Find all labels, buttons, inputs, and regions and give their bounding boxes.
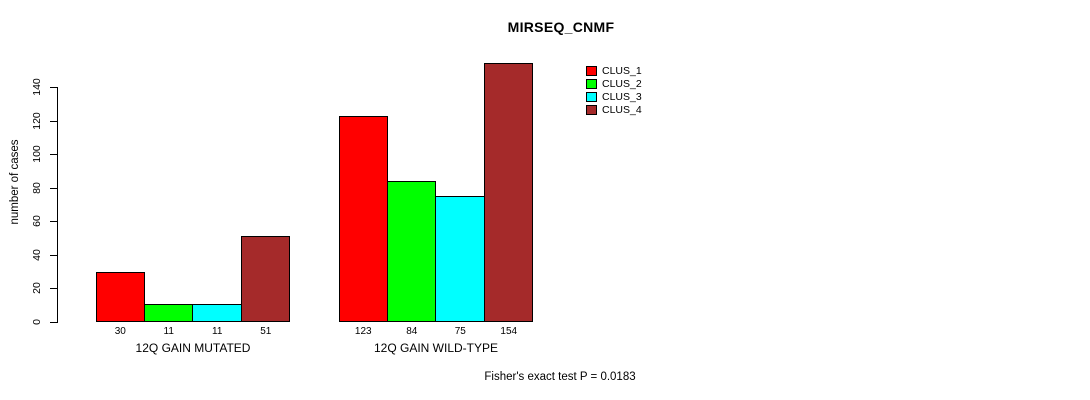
legend-swatch [586,66,597,76]
y-axis-line [57,87,58,323]
bar-clus-3-group-0 [192,304,242,322]
y-axis-tick [50,288,57,289]
fisher-test-annotation: Fisher's exact test P = 0.0183 [484,371,636,383]
bar-value-label: 84 [406,326,418,337]
legend-swatch [586,105,597,115]
legend-label: CLUS_4 [602,104,642,116]
y-axis-tick [50,255,57,256]
y-axis-tick-label: 20 [31,282,43,294]
bar-value-label: 30 [114,326,126,337]
bar-value-label: 75 [454,326,466,337]
bar-value-label: 123 [354,326,372,337]
bar-value-label: 154 [500,326,518,337]
legend-entry: CLUS_3 [586,91,642,103]
y-axis-title: number of cases [9,139,21,225]
x-group-label: 12Q GAIN WILD-TYPE [373,341,499,355]
bar-clus-4-group-0 [241,236,290,322]
bar-value-label: 11 [163,326,174,337]
bar-clus-2-group-1 [387,181,436,322]
x-group-label: 12Q GAIN MUTATED [135,341,251,355]
legend-entry: CLUS_1 [586,65,642,77]
legend-entry: CLUS_4 [586,104,642,116]
y-axis-tick-label: 120 [31,112,43,130]
legend-label: CLUS_1 [602,65,642,77]
bar-clus-1-group-0 [96,272,145,322]
y-axis-tick [50,221,57,222]
bar-clus-3-group-1 [435,196,485,322]
y-axis-tick-label: 0 [31,319,43,325]
y-axis-tick [50,188,57,189]
legend-label: CLUS_3 [602,91,642,103]
y-axis-tick [50,87,57,88]
legend-swatch [586,79,597,89]
bar-clus-1-group-1 [339,116,388,322]
legend-entry: CLUS_2 [586,78,642,90]
bar-clus-4-group-1 [484,63,533,322]
y-axis-tick [50,154,57,155]
bar-value-label: 51 [260,326,272,337]
y-axis-tick [50,322,57,323]
legend-label: CLUS_2 [602,78,642,90]
y-axis-tick-label: 40 [31,249,43,261]
y-axis-tick [50,121,57,122]
y-axis-tick-label: 80 [31,182,43,194]
y-axis-tick-label: 60 [31,215,43,227]
y-axis-tick-label: 140 [31,78,43,96]
bar-clus-2-group-0 [144,304,193,322]
legend-swatch [586,92,597,102]
bar-value-label: 11 [212,326,223,337]
y-axis-tick-label: 100 [31,145,43,163]
chart-title: MIRSEQ_CNMF [507,19,615,35]
